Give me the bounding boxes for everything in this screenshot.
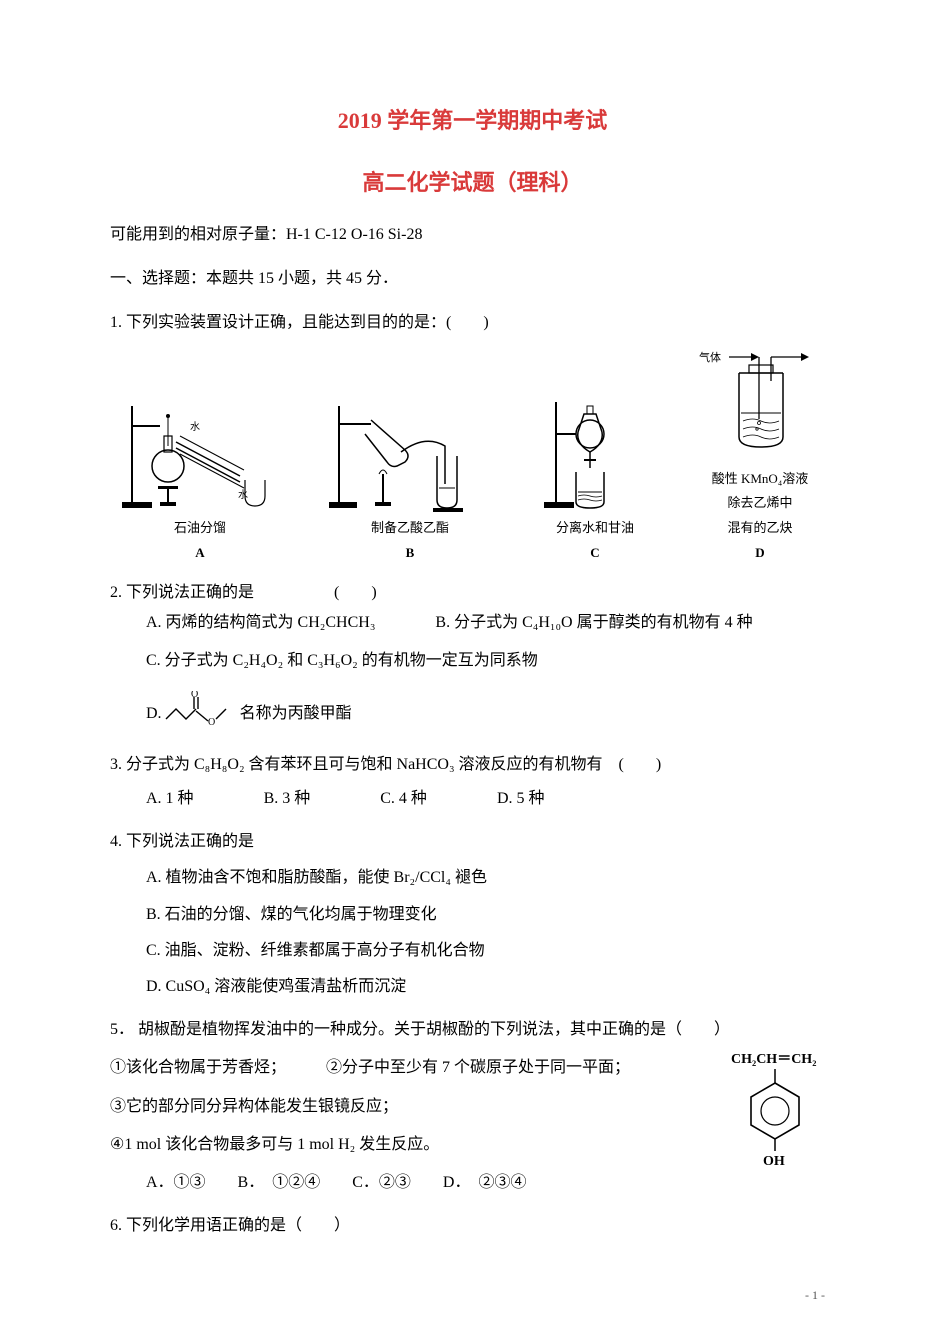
q1-b-label: B [406,541,415,566]
q1-c-label: C [590,541,599,566]
svg-text:OH: OH [763,1154,785,1169]
q1-apparatus-a: 水 水 石油分馏 A [120,396,280,565]
q1-d-caption3: 混有的乙炔 [727,516,792,541]
question-5: 5． 胡椒酚是植物挥发油中的一种成分。关于胡椒酚的下列说法，其中正确的是（ ） [110,1015,835,1045]
svg-text:水: 水 [190,421,200,433]
q2-opt-a: A. 丙烯的结构简式为 CH₂CHCH₃ [146,608,375,638]
q1-apparatus-b: 制备乙酸乙酯 B [325,396,495,565]
q2-d-text: 名称为丙酸甲酯 [240,699,352,729]
q3-opt-a: A. 1 种 [146,784,194,814]
q1-apparatus-row: 水 水 石油分馏 A [120,347,825,566]
ester-prep-icon [325,396,495,516]
q3-opt-d: D. 5 种 [497,784,545,814]
q2-row-ab: A. 丙烯的结构简式为 CH₂CHCH₃ B. 分子式为 C₄H₁₀O 属于醇类… [110,608,835,638]
q4-opt-a: A. 植物油含不饱和脂肪酸酯，能使 Br₂/CCl₄ 褪色 [110,863,835,893]
atomic-masses: 可能用到的相对原子量：H-1 C-12 O-16 Si-28 [110,220,835,250]
gas-wash-icon: 气体 [695,347,825,467]
svg-text:水: 水 [238,489,248,501]
q3-opt-c: C. 4 种 [380,784,427,814]
separating-funnel-icon [540,396,650,516]
phenol-structure: CH₂CH＝CH₂ OH [725,1049,835,1180]
q2-opt-d: D. O O 名称为丙酸甲酯 [110,691,835,738]
q4-opt-c: C. 油脂、淀粉、纤维素都属于高分子有机化合物 [110,936,835,966]
distillation-icon: 水 水 [120,396,280,516]
q3-options: A. 1 种 B. 3 种 C. 4 种 D. 5 种 [110,784,835,814]
question-6: 6. 下列化学用语正确的是（ ） [110,1211,835,1241]
question-5-block: 5． 胡椒酚是植物挥发油中的一种成分。关于胡椒酚的下列说法，其中正确的是（ ） … [110,1015,835,1199]
q2-opt-c: C. 分子式为 C₂H₄O₂ 和 C₃H₆O₂ 的有机物一定互为同系物 [110,646,835,676]
exam-title-1: 2019 学年第一学期期中考试 [110,100,835,142]
q1-a-caption: 石油分馏 [174,516,226,541]
q1-c-caption: 分离水和甘油 [556,516,634,541]
q1-b-caption: 制备乙酸乙酯 [371,516,449,541]
q3-opt-b: B. 3 种 [264,784,311,814]
ester-structure-icon: O O [164,691,234,738]
q1-a-label: A [195,541,204,566]
phenol-structure-icon: CH₂CH＝CH₂ OH [725,1049,835,1169]
exam-title-2: 高二化学试题（理科） [110,162,835,204]
question-4: 4. 下列说法正确的是 [110,827,835,857]
q1-d-caption1: 酸性 KMnO₄溶液 [712,467,809,492]
svg-text:气体: 气体 [699,350,721,364]
q4-opt-b: B. 石油的分馏、煤的气化均属于物理变化 [110,900,835,930]
svg-text:CH₂CH＝CH₂: CH₂CH＝CH₂ [731,1052,816,1067]
q2-opt-b: B. 分子式为 C₄H₁₀O 属于醇类的有机物有 4 种 [435,608,752,638]
question-3: 3. 分子式为 C₈H₈O₂ 含有苯环且可与饱和 NaHCO₃ 溶液反应的有机物… [110,750,835,780]
question-1: 1. 下列实验装置设计正确，且能达到目的的是：( ) [110,308,835,338]
q1-d-caption2: 除去乙烯中 [727,491,792,516]
svg-text:O: O [191,691,198,700]
page-number: - 1 - [805,1284,825,1307]
svg-text:O: O [208,717,215,727]
q2-d-label: D. [146,699,162,729]
q1-d-label: D [755,541,764,566]
question-2: 2. 下列说法正确的是 ( ) [110,578,835,608]
q1-apparatus-c: 分离水和甘油 C [540,396,650,565]
section-heading-mc: 一、选择题：本题共 15 小题，共 45 分． [110,264,835,294]
q4-opt-d: D. CuSO₄ 溶液能使鸡蛋清盐析而沉淀 [110,972,835,1002]
q1-apparatus-d: 气体 酸 [695,347,825,566]
